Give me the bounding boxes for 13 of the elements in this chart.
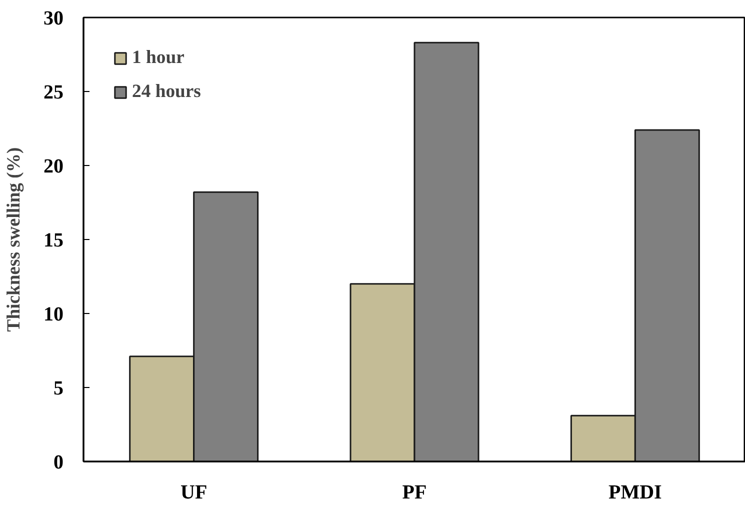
legend-label: 1 hour xyxy=(132,47,184,69)
y-tick-label: 0 xyxy=(54,452,64,474)
x-tick-label: UF xyxy=(180,482,208,504)
y-tick-label: 5 xyxy=(54,378,64,400)
y-tick-label: 30 xyxy=(44,8,64,30)
legend-label: 24 hours xyxy=(132,81,201,103)
x-tick-label: PMDI xyxy=(608,482,662,504)
x-tick-label: PF xyxy=(402,482,427,504)
y-tick-label: 25 xyxy=(44,82,64,104)
y-tick-label: 20 xyxy=(44,156,64,178)
y-axis-title: Thickness swelling (%) xyxy=(4,147,24,332)
y-tick-label: 10 xyxy=(44,304,64,326)
y-tick-label: 15 xyxy=(44,230,64,252)
